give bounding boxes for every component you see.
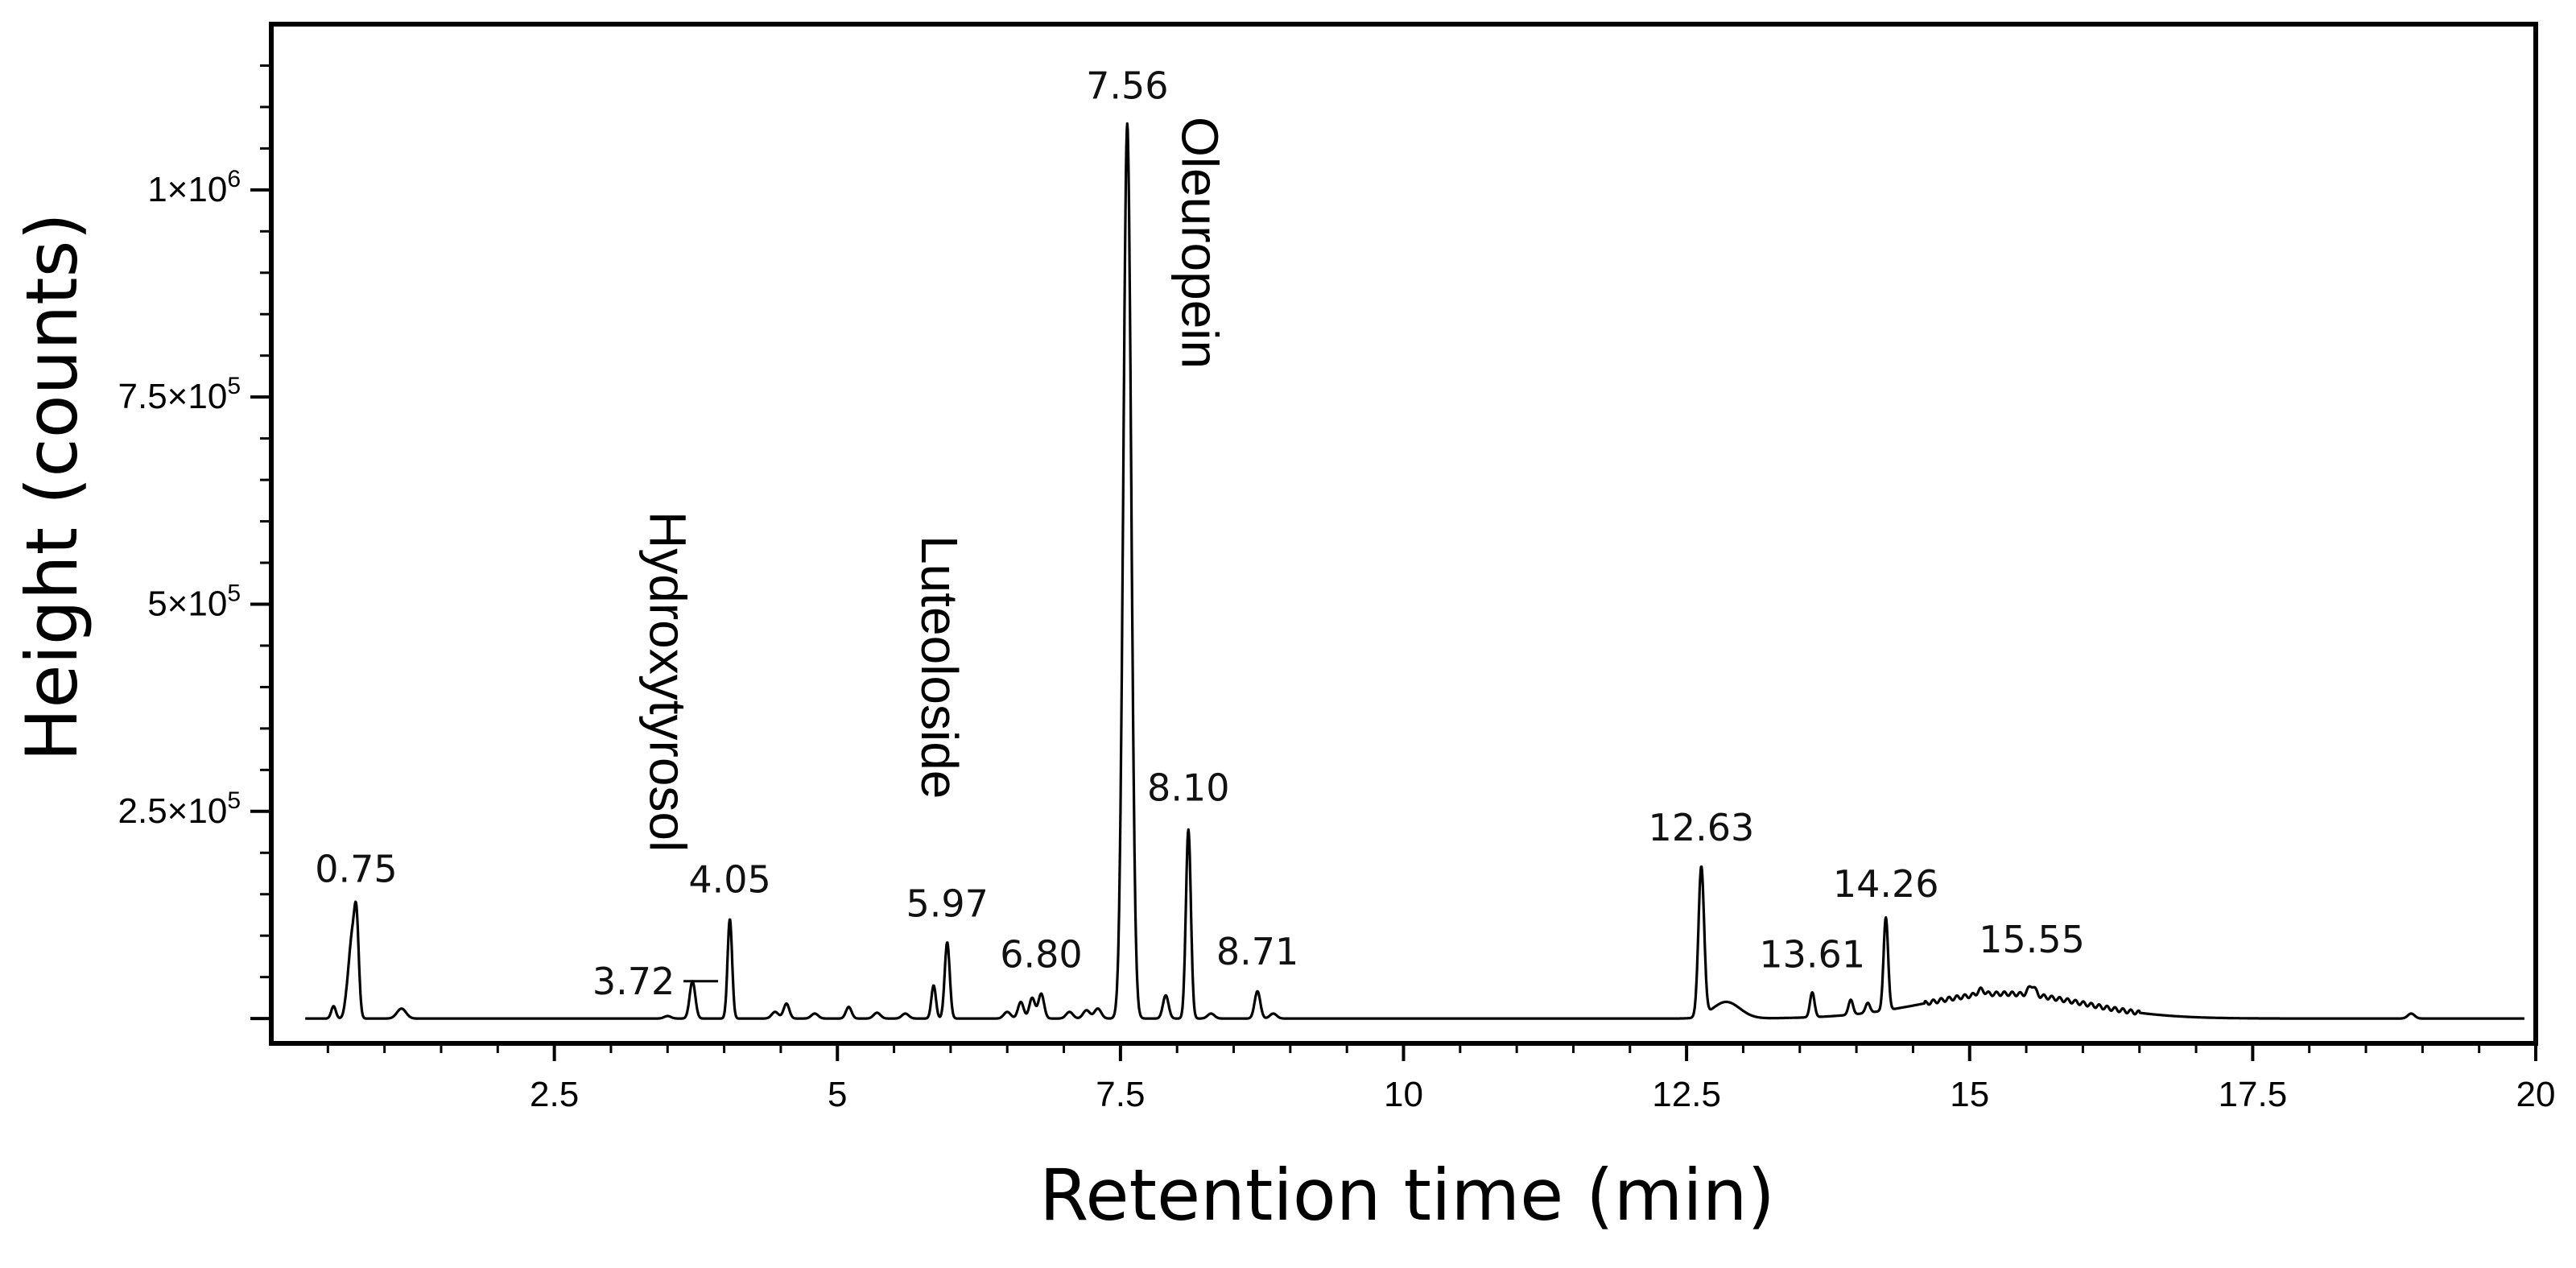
peak-label: 7.56	[1086, 64, 1168, 108]
peak-label: 8.10	[1147, 766, 1229, 809]
peak-label: 4.05	[688, 858, 770, 902]
y-tick-label: 2.5×105	[118, 787, 242, 831]
x-tick-label: 15	[1950, 1075, 1989, 1114]
peak-label: 15.55	[1979, 918, 2085, 961]
peak-label: 13.61	[1759, 932, 1865, 976]
x-tick-label: 5	[828, 1075, 847, 1114]
x-axis-title: Retention time (min)	[1039, 1154, 1775, 1237]
compound-label: Hydroxytyrosol	[638, 511, 696, 852]
y-tick-label: 5×105	[147, 580, 241, 623]
peak-label: 6.80	[1000, 932, 1082, 976]
peak-label: 12.63	[1649, 806, 1755, 849]
y-tick-label: 1×106	[147, 166, 241, 209]
compound-label: Oleuropein	[1170, 117, 1228, 369]
x-axis-ticks: 2.5 5 7.5 10 12.5 15 17.5 20	[326, 1043, 2556, 1114]
y-axis-title: Height (counts)	[10, 213, 93, 762]
chromatogram-trace	[304, 122, 2525, 1020]
compound-label: Luteoloside	[910, 535, 968, 799]
peak-label: 5.97	[906, 882, 988, 926]
compound-annotations: Hydroxytyrosol Luteoloside Oleuropein	[638, 117, 1228, 852]
x-tick-label: 17.5	[2219, 1075, 2288, 1114]
x-tick-label: 12.5	[1652, 1075, 1721, 1114]
y-tick-label: 7.5×105	[118, 373, 242, 416]
peak-labels: 0.75 4.05 5.97 6.80 7.56 8.10 8.71 12.63 13.61 14…	[315, 64, 2085, 1003]
x-tick-label: 20	[2516, 1075, 2556, 1114]
y-axis-ticks: 2.5×105 5×105 7.5×105 1×106	[118, 64, 271, 1021]
x-tick-label: 10	[1384, 1075, 1423, 1114]
x-tick-label: 7.5	[1096, 1075, 1145, 1114]
peak-label: 14.26	[1833, 862, 1939, 906]
peak-label: 0.75	[315, 847, 397, 890]
peak-label-side: 3.72	[592, 960, 675, 1003]
peak-label: 8.71	[1216, 930, 1298, 973]
x-tick-label: 2.5	[530, 1075, 579, 1114]
